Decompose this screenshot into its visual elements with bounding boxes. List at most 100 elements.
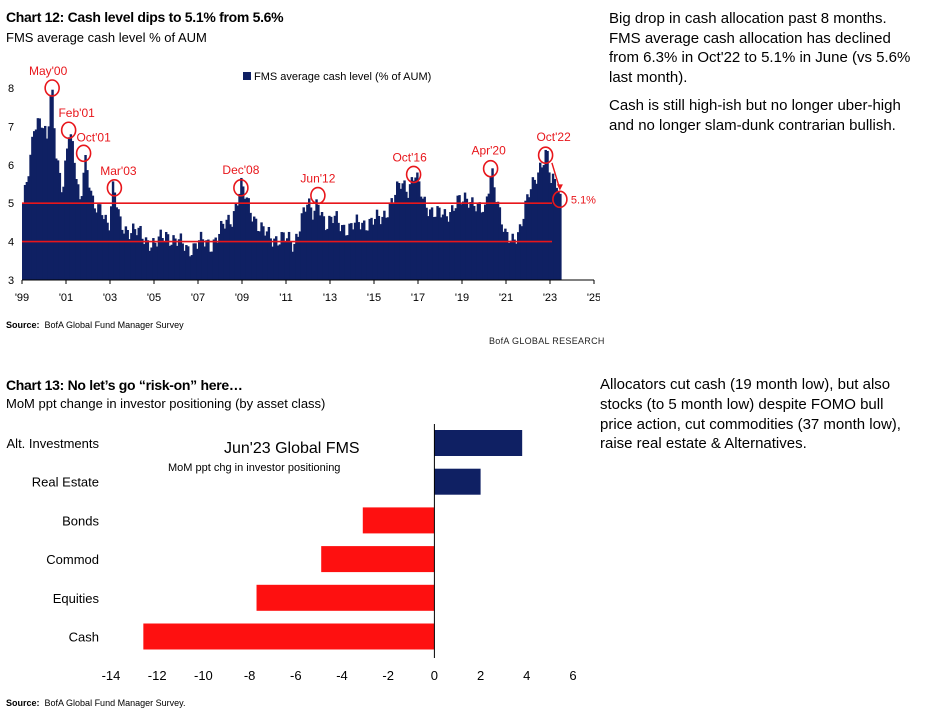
annotation-circle bbox=[44, 79, 60, 97]
cash-bar bbox=[161, 238, 164, 280]
chart12-axis: 3 4 5 6 7 8 '99 '01 '03 '05 '07 '09 '11 '13 '15 '17 '19 '… bbox=[8, 83, 600, 304]
cash-bar bbox=[537, 172, 540, 280]
chart12-source: Source: BofA Global Fund Manager Survey bbox=[6, 320, 184, 330]
cash-bar bbox=[542, 165, 546, 280]
cash-bar bbox=[451, 205, 454, 280]
cash-bar bbox=[231, 226, 234, 280]
annotation-circle bbox=[106, 179, 123, 197]
cash-bar bbox=[309, 207, 313, 280]
cash-bar bbox=[298, 231, 302, 280]
cash-bar bbox=[425, 207, 428, 280]
cash-bar bbox=[67, 137, 71, 280]
cash-bar bbox=[225, 219, 228, 280]
cash-bar bbox=[504, 228, 507, 280]
cash-bar bbox=[408, 184, 412, 280]
cash-bar bbox=[315, 199, 318, 280]
cash-bar bbox=[33, 131, 36, 280]
cash-bar bbox=[113, 192, 117, 280]
cash-bar bbox=[342, 224, 346, 280]
cash-bar bbox=[265, 231, 269, 280]
cash-bar bbox=[29, 154, 32, 280]
cash-bar bbox=[110, 206, 113, 280]
x-tick-label: '09 bbox=[235, 292, 249, 304]
cash-bar bbox=[159, 229, 162, 280]
cash-bar bbox=[539, 162, 542, 280]
cash-bar bbox=[361, 222, 364, 280]
cash-bar bbox=[209, 251, 212, 280]
cash-bar bbox=[491, 168, 494, 280]
cash-bar bbox=[509, 240, 513, 280]
position-bar bbox=[256, 584, 435, 611]
cash-bar bbox=[553, 178, 557, 280]
cash-bar bbox=[324, 230, 327, 280]
cash-bar bbox=[390, 198, 393, 280]
category-label: Bonds bbox=[62, 513, 99, 528]
cash-bar bbox=[71, 141, 74, 280]
cash-bar bbox=[480, 212, 483, 280]
cash-bar bbox=[69, 134, 73, 280]
cash-bar bbox=[456, 195, 459, 280]
cash-bar bbox=[108, 230, 111, 280]
cash-bar bbox=[119, 216, 122, 280]
cash-bar bbox=[177, 239, 181, 280]
cash-bar bbox=[102, 219, 106, 280]
cash-bar bbox=[183, 250, 186, 280]
position-bar bbox=[321, 546, 435, 573]
cash-bar bbox=[49, 94, 52, 280]
x-tick-label: '05 bbox=[147, 292, 161, 304]
source-label: Source: bbox=[6, 320, 40, 330]
cash-bar bbox=[205, 240, 208, 280]
category-label: Commod bbox=[46, 552, 99, 567]
cash-bar bbox=[254, 218, 258, 280]
cash-bar bbox=[251, 221, 254, 280]
cash-bar bbox=[174, 238, 177, 280]
annotation-circle bbox=[60, 121, 77, 140]
y-tick-label: 5 bbox=[8, 198, 14, 210]
cash-bar bbox=[77, 184, 80, 280]
annotation-label: 5.1% bbox=[571, 194, 596, 206]
x-tick-label: -14 bbox=[102, 668, 121, 683]
cash-bar bbox=[551, 173, 555, 280]
cash-bar bbox=[150, 247, 153, 280]
cash-bar bbox=[122, 233, 126, 280]
annotation-circle bbox=[552, 190, 568, 209]
position-bar bbox=[362, 507, 435, 534]
cash-bar bbox=[555, 187, 558, 280]
chart12-annotations: May'00 Feb'01 Oct'01 Mar'03 Dec'08 Jun'12 Oct'… bbox=[29, 64, 596, 209]
cash-bar bbox=[55, 158, 58, 280]
cash-bar bbox=[223, 228, 227, 280]
cash-bar bbox=[27, 176, 30, 280]
cash-bar bbox=[397, 182, 401, 280]
annotation-label: Jun'12 bbox=[300, 172, 335, 186]
category-label: Alt. Investments bbox=[7, 436, 100, 451]
cash-bar bbox=[155, 246, 159, 280]
x-tick-label: -4 bbox=[336, 668, 348, 683]
annotation-circle bbox=[405, 165, 422, 184]
cash-bar bbox=[506, 232, 509, 280]
cash-bar bbox=[139, 225, 142, 280]
chart12-commentary: Big drop in cash allocation past 8 month… bbox=[609, 9, 919, 144]
legend-label: FMS average cash level (% of AUM) bbox=[254, 71, 431, 83]
cash-bar bbox=[95, 212, 98, 280]
cash-bar bbox=[412, 180, 415, 280]
cash-bar bbox=[308, 198, 311, 280]
commentary-para-2: Cash is still high-ish but no longer ube… bbox=[609, 97, 901, 134]
cash-bar bbox=[535, 183, 538, 280]
x-tick-label: '23 bbox=[543, 292, 557, 304]
cash-bar bbox=[128, 239, 131, 280]
cash-bar bbox=[518, 224, 522, 280]
cash-bar bbox=[240, 177, 243, 280]
annotation-circle bbox=[310, 186, 326, 205]
cash-bar bbox=[179, 233, 183, 280]
cash-bar bbox=[273, 238, 276, 280]
cash-bar bbox=[522, 218, 525, 280]
cash-bar bbox=[515, 243, 518, 280]
cash-bar bbox=[100, 215, 104, 280]
chart13-source: Source: BofA Global Fund Manager Survey. bbox=[6, 698, 185, 708]
cash-bar bbox=[474, 211, 478, 280]
cash-bar bbox=[207, 239, 210, 280]
cash-bar bbox=[141, 238, 144, 280]
chart13-commentary: Allocators cut cash (19 month low), but … bbox=[600, 376, 901, 453]
cash-bar bbox=[64, 160, 67, 280]
cash-bar bbox=[260, 222, 263, 280]
